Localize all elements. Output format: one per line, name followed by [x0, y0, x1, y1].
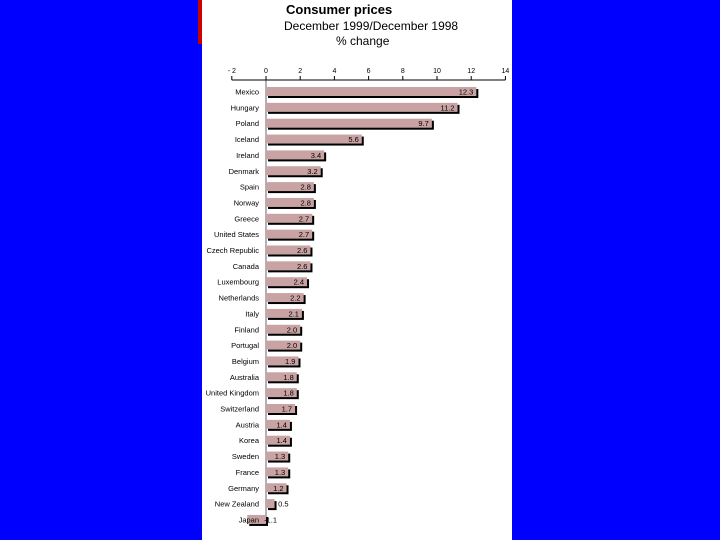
value-label: 1.8	[283, 373, 293, 382]
bar	[266, 166, 321, 176]
value-label: 11.2	[440, 103, 454, 112]
bar	[266, 388, 297, 398]
category-label: France	[236, 468, 259, 477]
category-label: United States	[214, 230, 259, 239]
bar	[266, 229, 313, 239]
x-tick-label: 8	[401, 68, 405, 75]
bar	[266, 324, 301, 334]
category-label: Mexico	[235, 88, 259, 97]
category-label: Iceland	[235, 135, 259, 144]
bar	[266, 356, 299, 366]
bar	[266, 261, 311, 271]
x-tick-label: 0	[264, 68, 268, 75]
value-label: 1.8	[283, 389, 293, 398]
bar	[247, 514, 266, 524]
chart-subtitle: December 1999/December 1998	[284, 19, 459, 33]
x-tick-label: 10	[433, 68, 441, 75]
value-label: 1.2	[273, 484, 283, 493]
category-label: Italy	[245, 309, 259, 318]
x-tick-label: 12	[467, 68, 475, 75]
value-label: 2.2	[290, 294, 300, 303]
value-label: 1.7	[282, 405, 292, 414]
category-label: Canada	[233, 262, 260, 271]
category-label: Sweden	[232, 452, 259, 461]
bar	[266, 404, 296, 413]
bar	[266, 451, 289, 461]
value-label: 2.8	[300, 183, 310, 192]
bar	[266, 150, 325, 160]
value-label: 2.6	[297, 246, 307, 255]
value-label: 2.7	[299, 230, 309, 239]
category-label: Germany	[228, 484, 259, 493]
category-label: Ireland	[236, 151, 259, 160]
x-tick-label: - 2	[228, 68, 236, 75]
value-label: 1.3	[275, 468, 285, 477]
value-label: 1.9	[285, 357, 295, 366]
bar	[266, 419, 290, 429]
category-label: Hungary	[231, 103, 260, 112]
category-label: Netherlands	[219, 294, 260, 303]
category-label: Belgium	[232, 357, 259, 366]
category-label: Austria	[236, 420, 260, 429]
category-label: United Kingdom	[206, 389, 259, 398]
bar	[266, 499, 275, 509]
value-label: 0.5	[278, 500, 288, 509]
category-label: Norway	[234, 198, 260, 207]
category-label: Australia	[230, 373, 260, 382]
x-tick-label: 6	[367, 68, 371, 75]
chart-title: Consumer prices	[286, 2, 393, 17]
value-label: 9.7	[418, 119, 428, 128]
bar	[266, 134, 362, 144]
bar	[266, 182, 314, 192]
x-tick-label: 2	[298, 68, 302, 75]
bar	[266, 245, 311, 255]
category-label: Greece	[234, 214, 259, 223]
value-label: 2.6	[297, 262, 307, 271]
x-tick-label: 14	[502, 68, 510, 75]
category-label: Portugal	[231, 341, 259, 350]
bar	[266, 467, 289, 477]
value-label: 2.8	[300, 198, 310, 207]
bar	[266, 340, 301, 350]
category-label: New Zealand	[215, 500, 259, 509]
value-label: 5.6	[348, 135, 358, 144]
category-label: Finland	[234, 325, 259, 334]
category-label: Poland	[236, 119, 259, 128]
value-label: 1.4	[277, 436, 287, 445]
value-label: -1.1	[264, 515, 277, 524]
value-label: 3.4	[311, 151, 321, 160]
category-label: Switzerland	[220, 405, 259, 414]
value-label: 2.1	[288, 309, 298, 318]
category-label: Denmark	[229, 167, 260, 176]
bar	[266, 308, 302, 318]
value-label: 1.3	[275, 452, 285, 461]
bar	[266, 293, 304, 303]
bar	[266, 435, 290, 445]
bar	[266, 372, 297, 382]
value-label: 12.3	[459, 88, 474, 97]
bar	[266, 87, 477, 96]
category-label: Czech Republic	[206, 246, 259, 255]
value-label: 2.7	[299, 214, 309, 223]
bar	[266, 277, 308, 287]
bar	[266, 483, 287, 493]
bar	[266, 197, 314, 207]
bar	[266, 213, 313, 223]
chart-unit-label: % change	[336, 34, 390, 48]
x-tick-label: 4	[332, 68, 336, 75]
value-label: 2.0	[287, 341, 297, 350]
category-label: Luxembourg	[217, 278, 259, 287]
value-label: 3.2	[307, 167, 317, 176]
value-label: 1.4	[277, 420, 287, 429]
bar	[266, 118, 432, 128]
value-label: 2.4	[294, 278, 304, 287]
red-edge-strip	[198, 0, 202, 44]
value-label: 2.0	[287, 325, 297, 334]
category-label: Korea	[239, 436, 260, 445]
category-label: Japan	[239, 515, 259, 524]
bar	[266, 102, 458, 112]
category-label: Spain	[240, 183, 259, 192]
